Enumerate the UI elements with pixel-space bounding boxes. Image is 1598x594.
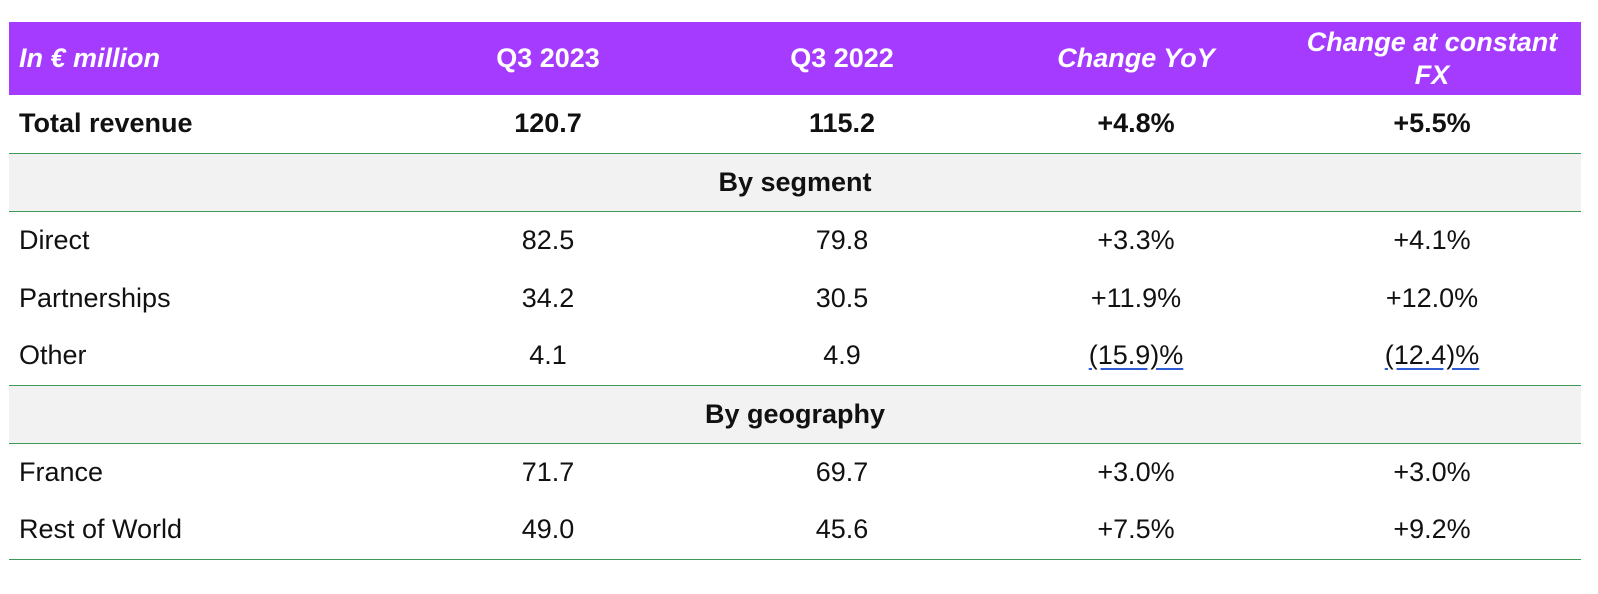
header-row: In € million Q3 2023 Q3 2022 Change YoY … — [9, 22, 1581, 95]
header-change-yoy: Change YoY — [1057, 43, 1215, 73]
section-title-geography: By geography — [704, 398, 886, 429]
cell-change-yoy: +7.5% — [1097, 514, 1175, 545]
table-row: France 71.7 69.7 +3.0% +3.0% — [9, 443, 1581, 501]
header-q3-2023: Q3 2023 — [496, 43, 600, 73]
row-label: Rest of World — [19, 514, 183, 545]
negative-value: (15.9)% — [1088, 340, 1184, 371]
cell-change-fx: +5.5% — [1393, 108, 1471, 139]
cell-q3-2022: 115.2 — [808, 108, 876, 139]
row-label: Other — [19, 340, 87, 371]
cell-q3-2023: 34.2 — [521, 282, 575, 313]
cell-q3-2022: 45.6 — [815, 514, 869, 545]
cell-change-yoy: +11.9% — [1090, 282, 1182, 313]
cell-change-fx: (12.4)% — [1283, 327, 1581, 385]
cell-change-fx: +12.0% — [1385, 282, 1479, 313]
row-label: Total revenue — [19, 108, 193, 139]
section-geography-row: By geography — [9, 385, 1581, 443]
row-label: Partnerships — [19, 282, 171, 313]
negative-value: (12.4)% — [1384, 340, 1480, 371]
section-title-segment: By segment — [718, 166, 872, 197]
cell-change-fx: +3.0% — [1393, 456, 1471, 487]
cell-change-yoy: +3.3% — [1097, 224, 1175, 255]
cell-change-fx: +9.2% — [1393, 514, 1471, 545]
cell-q3-2023: 49.0 — [521, 514, 575, 545]
header-change-fx: Change at constant FX — [1306, 26, 1558, 90]
cell-q3-2023: 120.7 — [514, 108, 582, 139]
table-body: Total revenue 120.7 115.2 +4.8% +5.5% By… — [9, 95, 1581, 559]
row-label: Direct — [19, 224, 90, 255]
revenue-table: In € million Q3 2023 Q3 2022 Change YoY … — [9, 22, 1581, 560]
cell-q3-2023: 82.5 — [521, 224, 575, 255]
cell-change-yoy: +4.8% — [1097, 108, 1175, 139]
cell-q3-2022: 30.5 — [815, 282, 869, 313]
header-unit: In € million — [19, 43, 161, 73]
section-segment-row: By segment — [9, 153, 1581, 211]
header-q3-2022: Q3 2022 — [790, 43, 894, 73]
cell-q3-2023: 4.1 — [529, 340, 567, 371]
table-row: Partnerships 34.2 30.5 +11.9% +12.0% — [9, 269, 1581, 327]
total-revenue-row: Total revenue 120.7 115.2 +4.8% +5.5% — [9, 95, 1581, 153]
cell-q3-2023: 71.7 — [521, 456, 575, 487]
cell-change-yoy: (15.9)% — [989, 327, 1283, 385]
table-row: Rest of World 49.0 45.6 +7.5% +9.2% — [9, 501, 1581, 559]
table-header: In € million Q3 2023 Q3 2022 Change YoY … — [9, 22, 1581, 95]
cell-change-fx: +4.1% — [1393, 224, 1471, 255]
table-row: Other 4.1 4.9 (15.9)% (12.4)% — [9, 327, 1581, 385]
revenue-table-container: In € million Q3 2023 Q3 2022 Change YoY … — [9, 22, 1581, 560]
table-row: Direct 82.5 79.8 +3.3% +4.1% — [9, 211, 1581, 269]
cell-q3-2022: 79.8 — [815, 224, 869, 255]
cell-q3-2022: 4.9 — [823, 340, 861, 371]
row-label: France — [19, 456, 104, 487]
cell-q3-2022: 69.7 — [815, 456, 869, 487]
cell-change-yoy: +3.0% — [1097, 456, 1175, 487]
